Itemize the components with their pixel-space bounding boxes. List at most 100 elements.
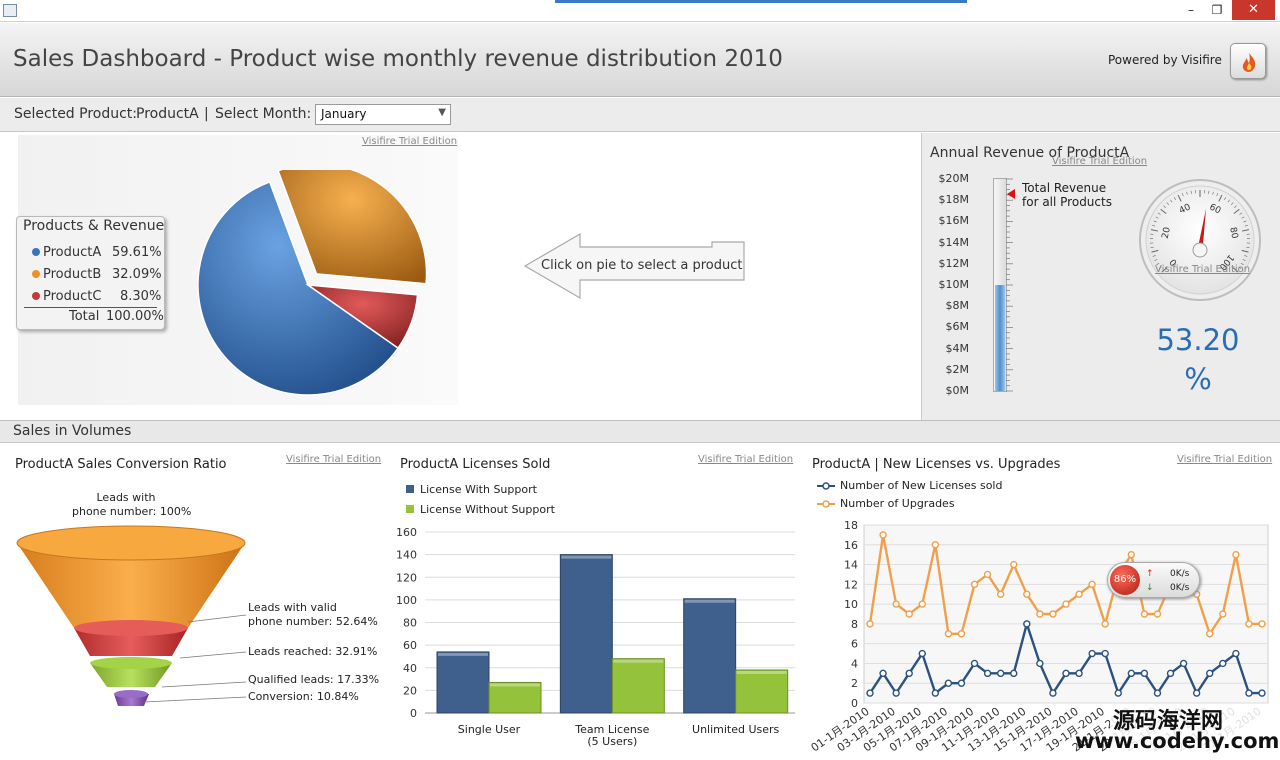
point-upgrades[interactable]: [918, 600, 926, 608]
point-upgrades[interactable]: [1127, 550, 1136, 559]
month-select[interactable]: January ▼: [315, 104, 451, 125]
point-new-licenses[interactable]: [1114, 689, 1122, 697]
point-upgrades[interactable]: [1023, 590, 1031, 598]
point-new-licenses[interactable]: [1101, 649, 1109, 658]
point-new-licenses[interactable]: [983, 669, 992, 678]
point-upgrades[interactable]: [1219, 610, 1227, 618]
minimize-icon[interactable]: –: [1188, 3, 1194, 17]
point-upgrades[interactable]: [1245, 620, 1253, 628]
point-new-licenses[interactable]: [1049, 689, 1057, 697]
powered-by-text: Powered by Visifire: [1108, 53, 1222, 67]
maximize-icon[interactable]: ❐: [1211, 3, 1223, 17]
point-upgrades[interactable]: [1036, 610, 1044, 618]
point-new-licenses[interactable]: [1036, 659, 1044, 668]
thermometer-ticks: [1006, 178, 1013, 392]
point-new-licenses[interactable]: [1127, 669, 1136, 678]
trial-edition-link-revenue[interactable]: Visifire Trial Edition: [1052, 156, 1148, 167]
upgrades-line-chart[interactable]: 02468101214161801-1月-201003-1月-201005-1月…: [808, 515, 1280, 760]
arrow-down-icon: ↓: [1146, 583, 1154, 593]
trial-edition-link-licenses[interactable]: Visifire Trial Edition: [698, 454, 794, 465]
point-new-licenses[interactable]: [1232, 649, 1240, 658]
trial-edition-link-upgrades[interactable]: Visifire Trial Edition: [1177, 454, 1273, 465]
point-new-licenses[interactable]: [1023, 620, 1031, 628]
pie-slice-productc[interactable]: [305, 284, 419, 350]
bar-with-support[interactable]: [559, 554, 613, 714]
pie-slice-producta[interactable]: [197, 180, 400, 396]
bar-with-support[interactable]: [436, 651, 490, 714]
point-new-licenses[interactable]: [1179, 659, 1188, 668]
point-upgrades[interactable]: [1088, 580, 1096, 589]
point-upgrades[interactable]: [866, 620, 874, 628]
point-upgrades[interactable]: [931, 541, 940, 549]
point-upgrades[interactable]: [1062, 600, 1070, 608]
point-upgrades[interactable]: [892, 600, 900, 608]
point-new-licenses[interactable]: [1219, 659, 1227, 668]
pie-slice-productb[interactable]: [277, 170, 428, 285]
point-upgrades[interactable]: [1140, 610, 1149, 618]
close-icon[interactable]: ✕: [1232, 0, 1275, 20]
chevron-down-icon[interactable]: ▼: [438, 107, 446, 118]
legend-name-producta[interactable]: ProductA: [43, 245, 102, 260]
point-new-licenses[interactable]: [1166, 669, 1175, 678]
point-new-licenses[interactable]: [944, 679, 953, 687]
gauge-tick: [1157, 212, 1161, 215]
point-new-licenses[interactable]: [1153, 689, 1162, 697]
flame-icon[interactable]: [1230, 43, 1266, 79]
point-new-licenses[interactable]: [1192, 689, 1201, 697]
point-new-licenses[interactable]: [1088, 649, 1096, 658]
legend-total-value: 100.00%: [106, 309, 164, 324]
point-new-licenses[interactable]: [1062, 669, 1070, 678]
point-upgrades[interactable]: [905, 610, 913, 618]
point-upgrades[interactable]: [879, 531, 887, 539]
legend-dot-productb: [32, 270, 40, 278]
point-upgrades[interactable]: [970, 580, 979, 589]
licenses-bar-chart[interactable]: 0 20 40 60 80 100 120 140 160 Single User Team Lic…: [390, 520, 800, 755]
pie-chart[interactable]: [190, 170, 440, 405]
bar-without-support[interactable]: [735, 669, 789, 714]
point-upgrades[interactable]: [996, 590, 1005, 598]
legend-name-productb[interactable]: ProductB: [43, 267, 102, 282]
point-new-licenses[interactable]: [1206, 669, 1214, 678]
trial-edition-link[interactable]: Visifire Trial Edition: [362, 136, 458, 147]
point-new-licenses[interactable]: [879, 669, 887, 678]
legend-dot-productc: [32, 292, 40, 300]
point-upgrades[interactable]: [1153, 610, 1162, 618]
gauge-unit: %: [1184, 362, 1212, 396]
gauge-tick: [1160, 208, 1167, 214]
bar-without-support[interactable]: [488, 681, 542, 714]
point-new-licenses[interactable]: [996, 669, 1005, 678]
point-new-licenses[interactable]: [892, 689, 900, 697]
gauge-tick: [1244, 255, 1248, 257]
point-upgrades[interactable]: [1192, 590, 1201, 598]
point-upgrades[interactable]: [1049, 610, 1057, 618]
point-upgrades[interactable]: [1010, 560, 1018, 569]
bar-without-support[interactable]: [611, 658, 665, 714]
trial-edition-link-funnel[interactable]: Visifire Trial Edition: [286, 454, 382, 465]
funnel-chart[interactable]: [10, 515, 390, 715]
point-new-licenses[interactable]: [1258, 689, 1266, 697]
legend-name-productc[interactable]: ProductC: [43, 289, 102, 304]
point-upgrades[interactable]: [1206, 630, 1214, 638]
point-upgrades[interactable]: [1258, 620, 1266, 628]
point-upgrades[interactable]: [1075, 590, 1083, 598]
point-new-licenses[interactable]: [1010, 669, 1018, 678]
point-upgrades[interactable]: [1101, 620, 1109, 628]
point-upgrades[interactable]: [957, 630, 966, 638]
point-new-licenses[interactable]: [918, 649, 926, 658]
point-new-licenses[interactable]: [1245, 689, 1253, 697]
point-new-licenses[interactable]: [957, 679, 966, 687]
point-upgrades[interactable]: [944, 630, 953, 638]
point-new-licenses[interactable]: [1140, 669, 1149, 678]
trial-edition-link-gauge[interactable]: Visifire Trial Edition: [1155, 264, 1251, 275]
point-new-licenses[interactable]: [931, 689, 940, 697]
bar-highlight: [438, 652, 488, 656]
point-new-licenses[interactable]: [866, 689, 874, 697]
point-upgrades[interactable]: [983, 570, 992, 579]
point-new-licenses[interactable]: [970, 659, 979, 668]
bar-with-support[interactable]: [683, 598, 737, 714]
point-new-licenses[interactable]: [905, 669, 913, 678]
bar-y-tick-label: 20: [403, 684, 417, 697]
point-new-licenses[interactable]: [1075, 669, 1083, 678]
point-upgrades[interactable]: [1232, 550, 1240, 559]
